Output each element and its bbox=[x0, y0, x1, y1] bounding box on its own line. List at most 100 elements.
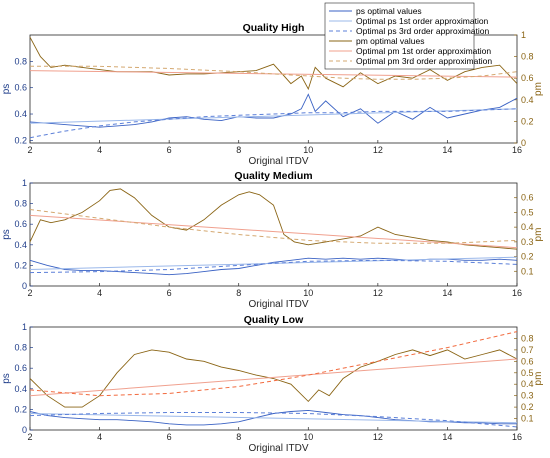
y-right-tick-label: 0.2 bbox=[521, 116, 534, 126]
y-right-tick-label: 0.3 bbox=[521, 237, 534, 247]
y-right-tick-label: 0.7 bbox=[521, 345, 534, 355]
x-tick-label: 8 bbox=[236, 288, 241, 298]
chart-title: Quality Medium bbox=[234, 170, 312, 182]
y-right-tick-label: 0.6 bbox=[521, 73, 534, 83]
series-line-pm_fit1 bbox=[29, 358, 518, 397]
series-line-ps_fit1 bbox=[29, 413, 518, 424]
x-tick-label: 16 bbox=[512, 432, 522, 442]
chart-title: Quality Low bbox=[244, 314, 304, 326]
y-left-tick-label: 0.2 bbox=[14, 404, 27, 414]
legend-label-pm: pm optimal values bbox=[356, 36, 425, 46]
x-tick-label: 14 bbox=[442, 432, 452, 442]
series-line-pm bbox=[29, 349, 518, 408]
y-right-tick-label: 0.8 bbox=[521, 333, 534, 343]
y-left-tick-label: 0.8 bbox=[14, 199, 27, 209]
x-tick-label: 14 bbox=[442, 288, 452, 298]
x-tick-label: 4 bbox=[97, 432, 102, 442]
x-tick-label: 8 bbox=[236, 145, 241, 155]
y-right-tick-label: 0.4 bbox=[521, 379, 534, 389]
y-right-tick-label: 0.4 bbox=[521, 222, 534, 232]
series-line-ps_fit1 bbox=[29, 256, 518, 270]
x-tick-label: 2 bbox=[27, 145, 32, 155]
y-left-axis-label: ps bbox=[1, 84, 12, 95]
x-tick-label: 6 bbox=[167, 432, 172, 442]
x-tick-label: 2 bbox=[27, 288, 32, 298]
y-left-tick-label: 0.4 bbox=[14, 109, 27, 119]
y-right-tick-label: 0.5 bbox=[521, 368, 534, 378]
y-left-tick-label: 0.8 bbox=[14, 343, 27, 353]
x-tick-label: 16 bbox=[512, 288, 522, 298]
x-tick-label: 12 bbox=[373, 432, 383, 442]
y-right-tick-label: 0.1 bbox=[521, 266, 534, 276]
y-right-tick-label: 0.6 bbox=[521, 193, 534, 203]
x-tick-label: 6 bbox=[167, 288, 172, 298]
y-left-tick-label: 0.4 bbox=[14, 240, 27, 250]
series-line-pm_fit3_low bbox=[29, 331, 518, 397]
y-right-tick-label: 0.1 bbox=[521, 414, 534, 424]
series-line-pm_fit1 bbox=[29, 70, 518, 78]
x-tick-label: 4 bbox=[97, 145, 102, 155]
y-right-axis-label: pm bbox=[533, 228, 544, 242]
series-line-ps_fit3 bbox=[29, 108, 518, 139]
series-line-ps_fit3 bbox=[29, 259, 518, 274]
series-line-ps bbox=[29, 93, 518, 128]
plot-area bbox=[29, 182, 518, 287]
y-right-tick-label: 0 bbox=[521, 138, 526, 148]
x-tick-label: 8 bbox=[236, 432, 241, 442]
x-axis-label: Original ITDV bbox=[248, 443, 308, 454]
legend-label-ps_fit3: Optimal ps 3rd order approximation bbox=[356, 26, 490, 36]
y-left-tick-label: 0.4 bbox=[14, 384, 27, 394]
y-left-axis-label: ps bbox=[1, 373, 12, 384]
x-tick-label: 2 bbox=[27, 432, 32, 442]
y-left-tick-label: 0 bbox=[22, 281, 27, 291]
y-left-tick-label: 1 bbox=[22, 322, 27, 332]
x-tick-label: 4 bbox=[97, 288, 102, 298]
x-tick-label: 10 bbox=[303, 432, 313, 442]
y-right-tick-label: 0.2 bbox=[521, 402, 534, 412]
y-right-tick-label: 0.2 bbox=[521, 252, 534, 262]
y-left-axis-label: ps bbox=[1, 229, 12, 240]
x-tick-label: 10 bbox=[303, 288, 313, 298]
y-right-axis-label: pm bbox=[533, 82, 544, 96]
y-right-tick-label: 0.3 bbox=[521, 391, 534, 401]
x-axis-label: Original ITDV bbox=[248, 156, 308, 167]
y-right-tick-label: 1 bbox=[521, 30, 526, 40]
legend-label-ps_fit1: Optimal ps 1st order approximation bbox=[356, 16, 489, 26]
legend-label-pm_fit3: Optimal pm 3rd order approximation bbox=[356, 56, 492, 66]
x-tick-label: 6 bbox=[167, 145, 172, 155]
x-tick-label: 14 bbox=[442, 145, 452, 155]
y-left-tick-label: 0.2 bbox=[14, 135, 27, 145]
x-axis-label: Original ITDV bbox=[248, 299, 308, 310]
y-right-tick-label: 0.4 bbox=[521, 95, 534, 105]
series-line-pm_fit3 bbox=[30, 65, 518, 80]
x-tick-label: 12 bbox=[373, 288, 383, 298]
series-line-pm_fit1 bbox=[29, 214, 518, 249]
series-line-pm_fit3 bbox=[29, 209, 518, 244]
x-tick-label: 16 bbox=[512, 145, 522, 155]
y-left-tick-label: 0.8 bbox=[14, 56, 27, 66]
chart-title: Quality High bbox=[243, 22, 305, 34]
y-left-tick-label: 1 bbox=[22, 178, 27, 188]
y-left-tick-label: 0 bbox=[22, 425, 27, 435]
x-tick-label: 12 bbox=[373, 145, 383, 155]
series-line-pm bbox=[29, 188, 518, 250]
series-line-ps_fit3 bbox=[29, 412, 518, 428]
y-right-tick-label: 0.6 bbox=[521, 356, 534, 366]
y-left-tick-label: 0.6 bbox=[14, 83, 27, 93]
y-left-tick-label: 0.6 bbox=[14, 219, 27, 229]
y-right-axis-label: pm bbox=[533, 372, 544, 386]
legend-label-pm_fit1: Optimal pm 1st order approximation bbox=[356, 46, 491, 56]
y-left-tick-label: 0.2 bbox=[14, 260, 27, 270]
legend-label-ps: ps optimal values bbox=[356, 6, 422, 16]
y-right-tick-label: 0.5 bbox=[521, 207, 534, 217]
legend-box bbox=[324, 2, 475, 70]
chart-panel-3: Quality Low 2 4 6 8 10 12 14 16 Original ITDV 0 0.2… bbox=[1, 314, 544, 454]
x-tick-label: 10 bbox=[303, 145, 313, 155]
y-left-tick-label: 0.6 bbox=[14, 363, 27, 373]
series-line-ps bbox=[29, 409, 517, 426]
y-right-tick-label: 0.8 bbox=[521, 52, 534, 62]
